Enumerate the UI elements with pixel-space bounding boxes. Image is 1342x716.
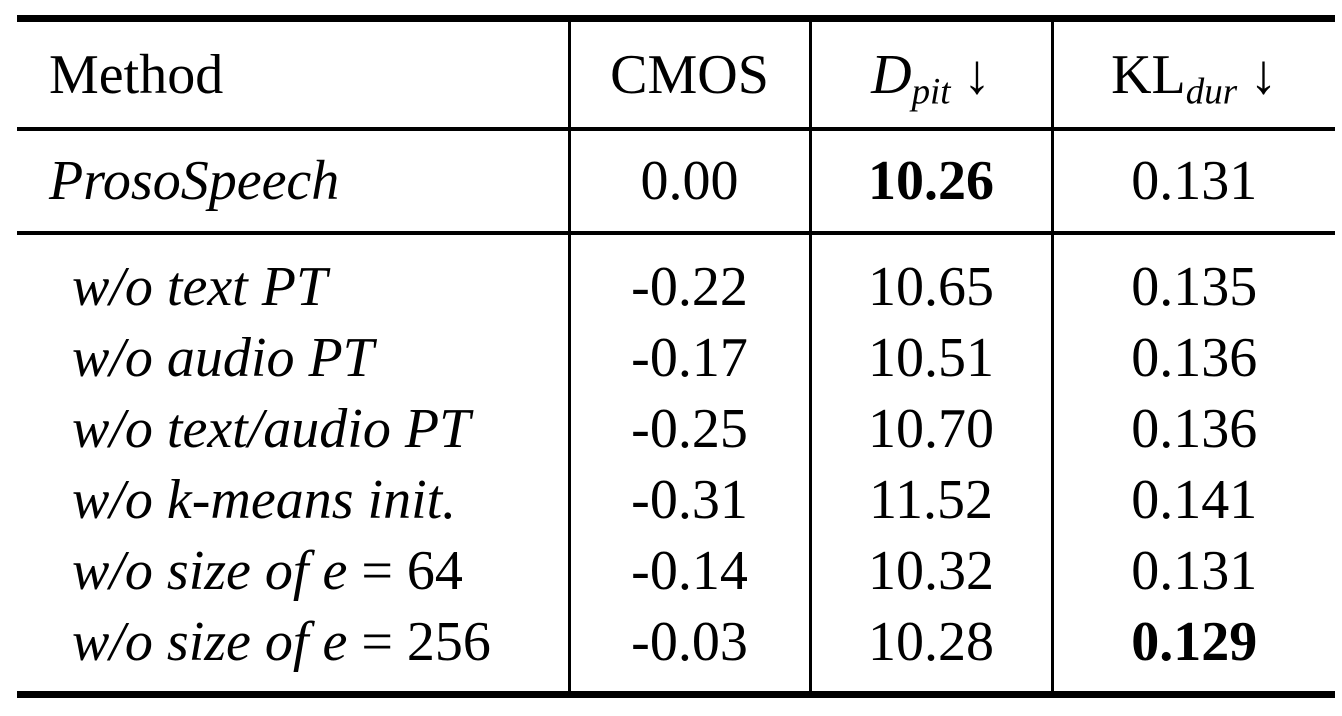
cmos-cell: -0.31 xyxy=(567,464,810,535)
header-row: Method CMOS Dpit ↓ KLdur ↓ xyxy=(17,18,1335,131)
cmos-cell: -0.03 xyxy=(567,606,810,695)
cmos-cell: 0.00 xyxy=(567,129,810,235)
table-row: w/o size of e = 256 -0.03 10.28 0.129 xyxy=(17,606,1335,695)
kldur-symbol: KL xyxy=(1111,43,1186,106)
kldur-cell: 0.135 xyxy=(1050,233,1335,322)
dpit-cell: 10.32 xyxy=(808,535,1052,606)
kldur-cell: 0.131 xyxy=(1050,129,1335,235)
down-arrow-icon: ↓ xyxy=(1249,43,1278,106)
cmos-cell: -0.22 xyxy=(567,233,810,322)
dpit-cell: 11.52 xyxy=(808,464,1052,535)
dpit-subscript: pit xyxy=(911,69,951,111)
col-header-cmos: CMOS xyxy=(567,18,810,131)
cmos-cell: -0.25 xyxy=(567,393,810,464)
method-cell: w/o text/audio PT xyxy=(72,397,471,460)
cmos-cell: -0.17 xyxy=(567,322,810,393)
kldur-cell: 0.141 xyxy=(1050,464,1335,535)
ablation-results-table: Method CMOS Dpit ↓ KLdur ↓ ProsoSpeech 0.0… xyxy=(17,15,1335,698)
method-cell: w/o audio PT xyxy=(72,326,374,389)
table-row: w/o k-means init. -0.31 11.52 0.141 xyxy=(17,464,1335,535)
dpit-symbol: D xyxy=(871,43,912,106)
kldur-subscript: dur xyxy=(1185,69,1238,111)
method-cell: w/o size of e = 256 xyxy=(72,610,491,673)
dpit-cell: 10.51 xyxy=(808,322,1052,393)
dpit-cell: 10.28 xyxy=(808,606,1052,695)
method-cell: w/o text PT xyxy=(72,255,328,318)
col-header-dpit: Dpit ↓ xyxy=(808,18,1052,131)
col-header-kldur: KLdur ↓ xyxy=(1050,18,1335,131)
cmos-cell: -0.14 xyxy=(567,535,810,606)
down-arrow-icon: ↓ xyxy=(962,43,991,106)
method-cell: w/o size of e = 64 xyxy=(72,539,463,602)
table-row: w/o audio PT -0.17 10.51 0.136 xyxy=(17,322,1335,393)
col-header-method: Method xyxy=(17,18,569,131)
dpit-cell: 10.70 xyxy=(808,393,1052,464)
method-cell: ProsoSpeech xyxy=(17,129,569,235)
kldur-cell: 0.129 xyxy=(1050,606,1335,695)
table-row: w/o size of e = 64 -0.14 10.32 0.131 xyxy=(17,535,1335,606)
table-row: w/o text PT -0.22 10.65 0.135 xyxy=(17,233,1335,322)
dpit-cell: 10.65 xyxy=(808,233,1052,322)
method-cell: w/o k-means init. xyxy=(72,468,457,531)
baseline-row: ProsoSpeech 0.00 10.26 0.131 xyxy=(17,129,1335,235)
kldur-cell: 0.136 xyxy=(1050,322,1335,393)
kldur-cell: 0.131 xyxy=(1050,535,1335,606)
kldur-cell: 0.136 xyxy=(1050,393,1335,464)
table-row: w/o text/audio PT -0.25 10.70 0.136 xyxy=(17,393,1335,464)
dpit-cell: 10.26 xyxy=(808,129,1052,235)
